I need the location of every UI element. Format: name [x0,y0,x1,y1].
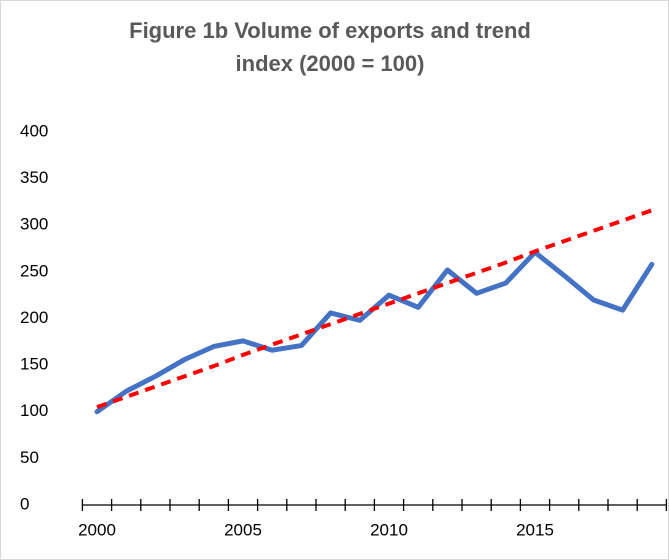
y-tick-label: 200 [20,308,48,327]
y-tick-label: 150 [20,355,48,374]
x-tick-label: 2005 [224,520,262,539]
y-tick-label: 0 [20,494,29,513]
y-tick-label: 100 [20,401,48,420]
x-tick-label: 2015 [516,520,554,539]
y-tick-label: 50 [20,448,39,467]
series-line [96,208,653,409]
x-tick-label: 2000 [78,520,116,539]
chart-title: Figure 1b Volume of exports and trend in… [129,18,531,76]
y-tick-label: 250 [20,261,48,280]
y-tick-label: 400 [20,121,48,140]
y-tick-label: 350 [20,168,48,187]
x-tick-label: 2010 [370,520,408,539]
y-tick-label: 300 [20,215,48,234]
